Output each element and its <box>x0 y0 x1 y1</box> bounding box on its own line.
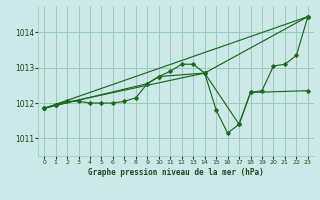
X-axis label: Graphe pression niveau de la mer (hPa): Graphe pression niveau de la mer (hPa) <box>88 168 264 177</box>
